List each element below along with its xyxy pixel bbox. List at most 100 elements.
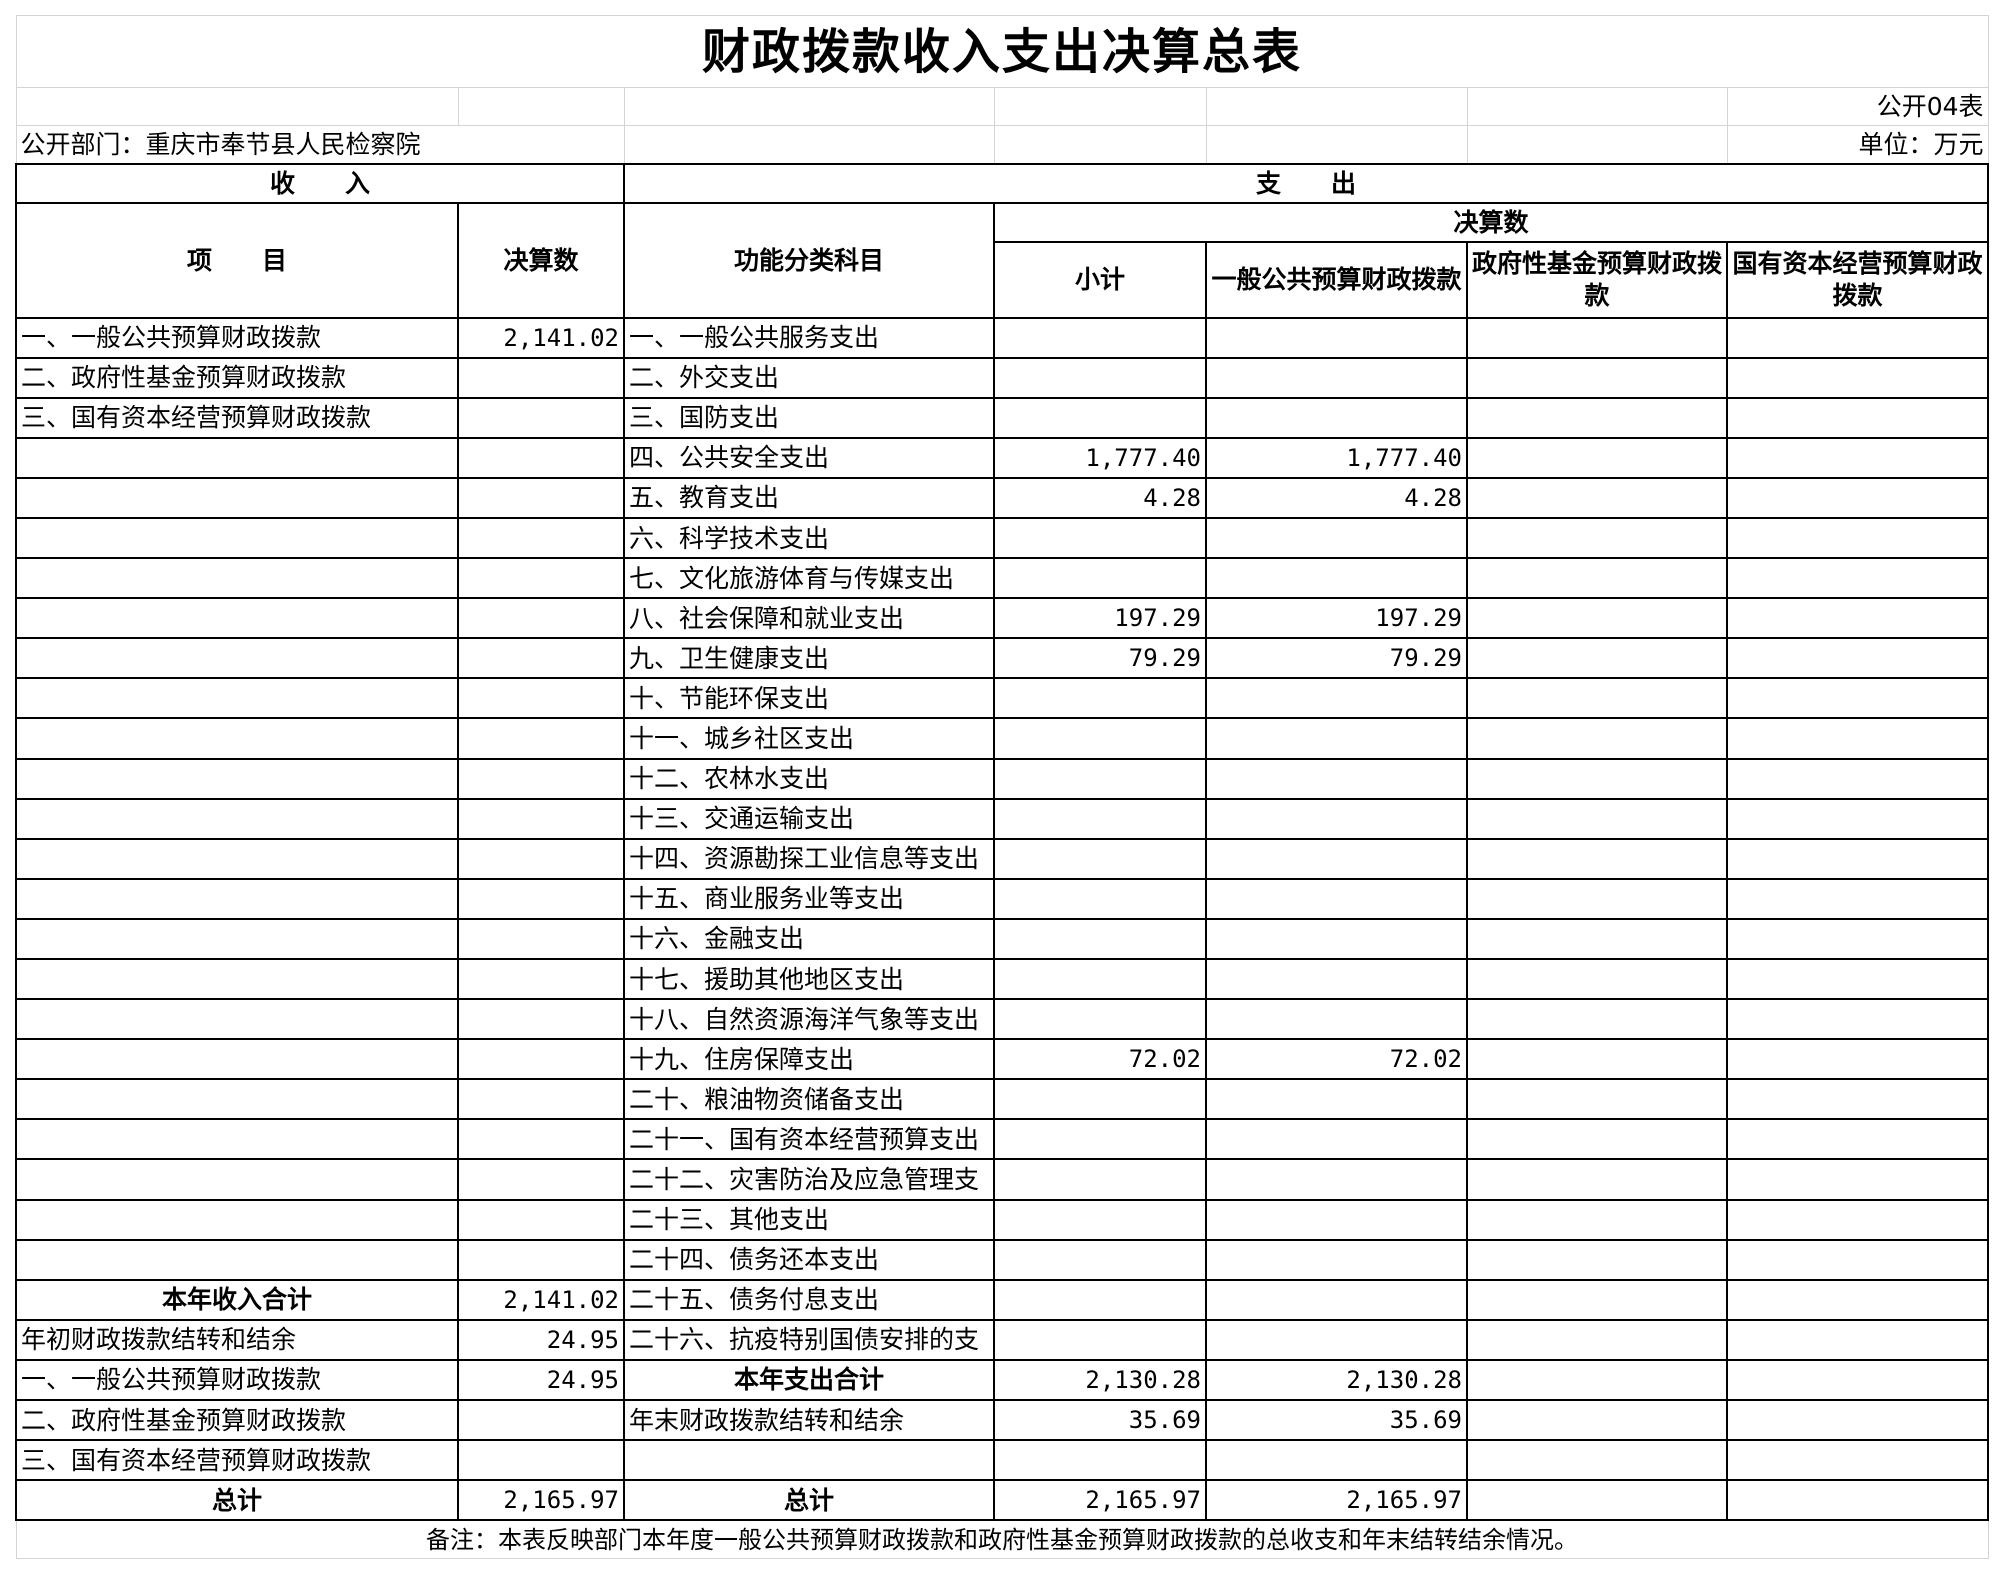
subtotal-cell [993,1439,1207,1482]
income-item-cell: 三、国有资本经营预算财政拨款 [15,396,459,439]
subtotal-cell [993,677,1207,720]
general-budget-cell [1205,717,1468,760]
general-budget-cell [1205,877,1468,920]
gov-fund-cell [1466,356,1728,399]
expense-item-cell: 十四、资源勘探工业信息等支出 [623,837,995,880]
gov-fund-header: 政府性基金预算财政拨款 [1466,240,1728,319]
general-budget-cell: 2,165.97 [1205,1479,1468,1522]
table-row: 四、公共安全支出 1,777.40 1,777.40 [15,436,1990,479]
expense-item-cell: 本年支出合计 [623,1358,995,1402]
income-amount-cell [457,677,625,720]
income-item-cell [15,797,459,840]
general-budget-cell [1205,1078,1468,1121]
income-amount-cell [457,1238,625,1281]
table-row: 三、国有资本经营预算财政拨款 三、国防支出 [15,396,1990,439]
state-capital-cell [1725,396,1990,439]
income-amount-cell [457,1439,625,1482]
income-amount-cell [457,1198,625,1241]
income-amount-cell [457,1399,625,1442]
state-capital-cell [1725,837,1990,880]
general-budget-cell [1205,1118,1468,1161]
state-capital-cell [1725,557,1990,600]
income-amount-cell [457,717,625,760]
gov-fund-cell [1466,436,1728,479]
income-amount-cell [457,597,625,640]
table-row: 一、一般公共预算财政拨款 24.95 本年支出合计 2,130.28 2,130.28 [15,1358,1990,1402]
state-capital-cell [1725,757,1990,800]
state-capital-cell [1725,1078,1990,1121]
table-row: 十六、金融支出 [15,917,1990,961]
table-row: 十七、援助其他地区支出 [15,957,1990,1001]
state-capital-cell [1725,1358,1990,1402]
gov-fund-cell [1466,917,1728,961]
expense-header: 支 出 [622,162,1990,204]
state-capital-cell [1725,1479,1990,1522]
gov-fund-cell [1466,1158,1728,1201]
gov-fund-cell [1466,797,1728,840]
expense-item-cell: 十、节能环保支出 [623,677,995,720]
state-capital-cell [1725,1238,1990,1281]
table-row: 十一、城乡社区支出 [15,717,1990,760]
table-row: 二十一、国有资本经营预算支出 [15,1118,1990,1161]
expense-item-cell: 十六、金融支出 [623,917,995,961]
state-capital-cell [1725,1198,1990,1241]
table-row: 十二、农林水支出 [15,757,1990,800]
final-accounts-table: 财政拨款收入支出决算总表 公开04表 公开部门：重庆市奉节县人民检察院 单位：万元… [15,15,1990,1559]
general-budget-cell: 35.69 [1205,1399,1468,1442]
expense-item-cell: 二十六、抗疫特别国债安排的支 [623,1318,995,1361]
income-amount-cell [457,476,625,519]
general-budget-cell: 1,777.40 [1205,436,1468,479]
gov-fund-cell [1466,1078,1728,1121]
gov-fund-cell [1466,1198,1728,1241]
expense-item-cell: 二十二、灾害防治及应急管理支 [623,1158,995,1201]
subtotal-cell [993,1278,1207,1321]
income-item-cell: 年初财政拨款结转和结余 [15,1318,459,1361]
expense-item-cell [623,1439,995,1482]
subtotal-cell: 72.02 [993,1038,1207,1081]
gov-fund-cell [1466,1399,1728,1442]
income-amount-cell [457,356,625,399]
income-amount-cell [457,436,625,479]
general-budget-cell [1205,998,1468,1041]
income-item-cell [15,516,459,560]
income-item-cell [15,757,459,800]
expense-item-cell: 十二、农林水支出 [623,757,995,800]
subtotal-cell [993,998,1207,1041]
subtotal-cell [993,1158,1207,1201]
gov-fund-cell [1466,677,1728,720]
gov-fund-cell [1466,998,1728,1041]
income-item-cell: 三、国有资本经营预算财政拨款 [15,1439,459,1482]
income-amount-cell [457,516,625,560]
state-capital-cell [1725,917,1990,961]
general-budget-cell: 4.28 [1205,476,1468,519]
income-item-cell [15,476,459,519]
state-capital-cell [1725,436,1990,479]
expense-item-cell: 二十、粮油物资储备支出 [623,1078,995,1121]
gov-fund-cell [1466,717,1728,760]
general-budget-cell [1205,1238,1468,1281]
general-budget-header: 一般公共预算财政拨款 [1205,240,1468,319]
subtotal-cell [993,757,1207,800]
general-budget-cell [1205,557,1468,600]
table-row: 二、政府性基金预算财政拨款 二、外交支出 [15,356,1990,399]
subtotal-cell [993,717,1207,760]
income-amount-cell [457,396,625,439]
expense-item-cell: 三、国防支出 [623,396,995,439]
expense-item-cell: 年末财政拨款结转和结余 [623,1399,995,1442]
table-row: 二十四、债务还本支出 [15,1238,1990,1281]
income-item-cell [15,877,459,920]
subtotal-cell [993,1198,1207,1241]
income-item-cell [15,597,459,640]
gov-fund-cell [1466,1318,1728,1361]
table-row: 八、社会保障和就业支出 197.29 197.29 [15,597,1990,640]
state-capital-cell [1725,877,1990,920]
state-capital-cell [1725,356,1990,399]
gov-fund-cell [1466,597,1728,640]
gov-fund-cell [1466,877,1728,920]
income-amount-cell [457,1158,625,1201]
income-amount-cell [457,1038,625,1081]
table-row: 二十三、其他支出 [15,1198,1990,1241]
general-budget-cell [1205,1158,1468,1201]
subtotal-cell [993,917,1207,961]
income-item-cell [15,837,459,880]
